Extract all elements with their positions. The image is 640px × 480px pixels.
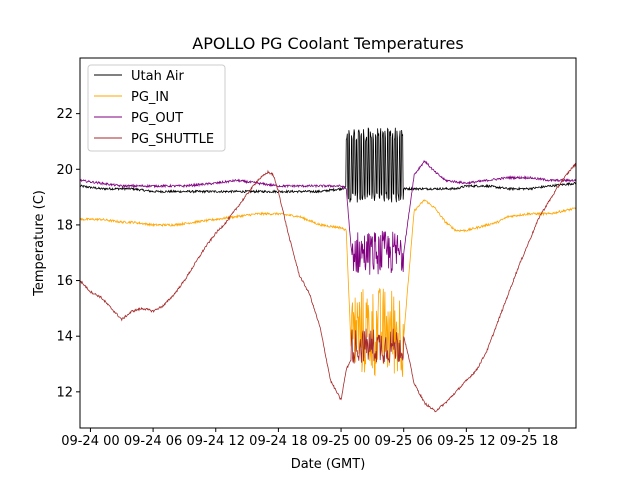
x-tick-label: 09-25 00 (312, 434, 370, 449)
x-tick-label: 09-25 06 (374, 434, 432, 449)
legend-label: PG_OUT (131, 111, 183, 126)
x-tick-label: 09-25 18 (500, 434, 558, 449)
y-tick-label: 12 (56, 385, 73, 400)
y-tick-label: 18 (56, 218, 73, 233)
y-tick-label: 14 (56, 330, 73, 345)
legend: Utah Air PG_IN PG_OUT PG_SHUTTLE (87, 64, 226, 152)
legend-label: PG_IN (131, 90, 169, 105)
plot-frame (79, 57, 577, 429)
series-line-pg-shuttle (80, 162, 576, 413)
x-tick-label: 09-25 12 (437, 434, 495, 449)
y-axis: 12 14 16 18 20 22 (56, 107, 80, 400)
legend-label: Utah Air (131, 69, 184, 84)
y-tick-label: 16 (56, 274, 73, 289)
x-tick-label: 09-24 06 (124, 434, 182, 449)
y-tick-label: 22 (56, 107, 73, 122)
y-axis-label: Temperature (C) (32, 190, 47, 297)
x-tick-label: 09-24 12 (187, 434, 245, 449)
chart-title: APOLLO PG Coolant Temperatures (192, 34, 463, 53)
series-line-utah-air (80, 127, 576, 203)
series-line-pg-in (80, 199, 576, 377)
series-line-pg-out (80, 159, 576, 275)
x-tick-label: 09-24 00 (61, 434, 119, 449)
y-tick-label: 20 (56, 163, 73, 178)
x-tick-label: 09-24 18 (249, 434, 307, 449)
x-axis-label: Date (GMT) (291, 457, 366, 472)
series-layer (80, 127, 576, 413)
x-axis: 09-24 00 09-24 06 09-24 12 09-24 18 09-25 00… (61, 428, 558, 449)
legend-label: PG_SHUTTLE (131, 132, 214, 147)
legend-box (87, 64, 226, 152)
